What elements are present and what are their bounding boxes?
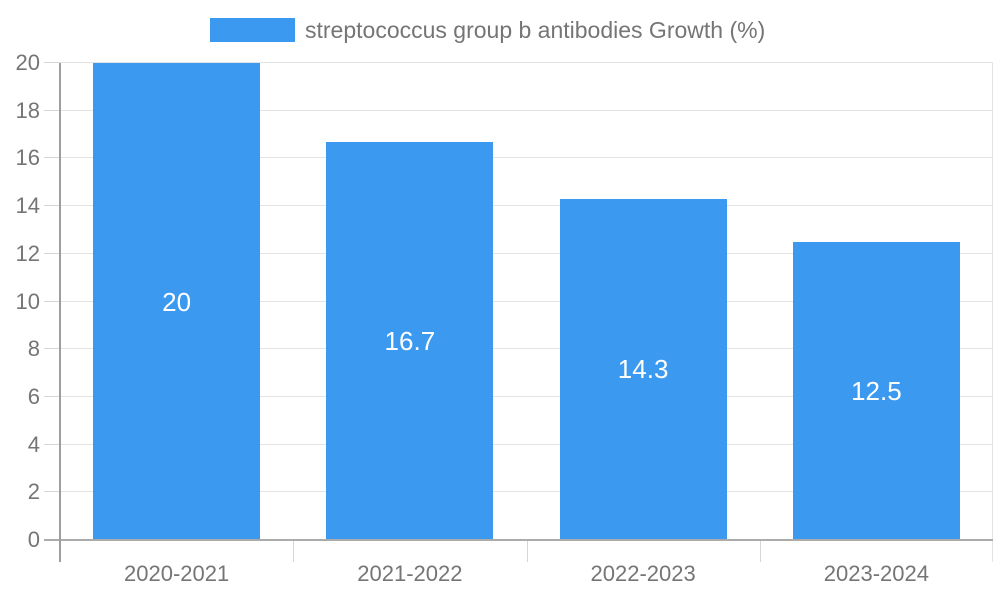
bar-value-label: 16.7 — [384, 325, 436, 356]
bar-value-label: 20 — [162, 286, 192, 317]
y-gridline — [60, 157, 993, 159]
y-axis-tick-label: 16 — [15, 145, 40, 171]
y-axis-tick-label: 4 — [27, 431, 40, 457]
y-gridline — [60, 252, 993, 254]
y-tick-mark — [44, 205, 60, 207]
x-tick-mark — [293, 540, 295, 562]
x-axis-tick-label: 2022-2023 — [590, 561, 696, 586]
y-tick-mark — [44, 443, 60, 445]
x-axis-tick-label: 2023-2024 — [823, 561, 929, 586]
plot-right-border — [992, 63, 993, 562]
y-gridline — [60, 205, 993, 207]
y-gridline — [60, 491, 993, 493]
y-axis-tick-label: 10 — [15, 288, 40, 314]
y-axis-tick-label: 20 — [15, 50, 40, 75]
bar[interactable]: 14.3 — [559, 198, 727, 540]
y-axis-tick-label: 14 — [15, 193, 40, 219]
bar-value-label: 12.5 — [851, 375, 902, 406]
y-axis-tick-label: 12 — [15, 240, 40, 266]
y-tick-mark — [44, 252, 60, 254]
y-tick-mark — [44, 348, 60, 350]
bar[interactable]: 20 — [93, 63, 261, 540]
y-gridline — [60, 395, 993, 397]
x-tick-mark — [759, 540, 761, 562]
y-axis-tick-label: 0 — [27, 527, 40, 552]
y-gridline — [60, 109, 993, 111]
y-tick-mark — [44, 109, 60, 111]
legend-swatch — [210, 18, 295, 42]
y-tick-mark — [44, 62, 60, 63]
y-axis-tick-label: 6 — [27, 383, 40, 409]
y-gridline — [60, 443, 993, 445]
x-tick-mark — [526, 540, 528, 562]
y-axis-line — [59, 63, 61, 562]
y-axis-tick-label: 18 — [15, 97, 40, 123]
x-axis-line — [44, 539, 993, 541]
legend-label: streptococcus group b antibodies Growth … — [305, 17, 766, 43]
y-tick-mark — [44, 491, 60, 493]
y-tick-mark — [44, 157, 60, 159]
x-axis-tick-label: 2020-2021 — [124, 561, 230, 586]
bar-value-label: 14.3 — [617, 354, 669, 385]
y-axis-tick-label: 2 — [27, 479, 40, 505]
legend[interactable]: streptococcus group b antibodies Growth … — [210, 18, 765, 42]
y-tick-mark — [44, 395, 60, 397]
y-gridline — [60, 348, 993, 350]
x-axis-tick-label: 2021-2022 — [357, 561, 463, 586]
bar[interactable]: 12.5 — [792, 241, 960, 540]
y-tick-mark — [44, 300, 60, 302]
y-axis-tick-label: 8 — [27, 336, 40, 362]
bar[interactable]: 16.7 — [326, 141, 494, 540]
y-gridline — [60, 300, 993, 302]
y-gridline — [60, 62, 993, 63]
